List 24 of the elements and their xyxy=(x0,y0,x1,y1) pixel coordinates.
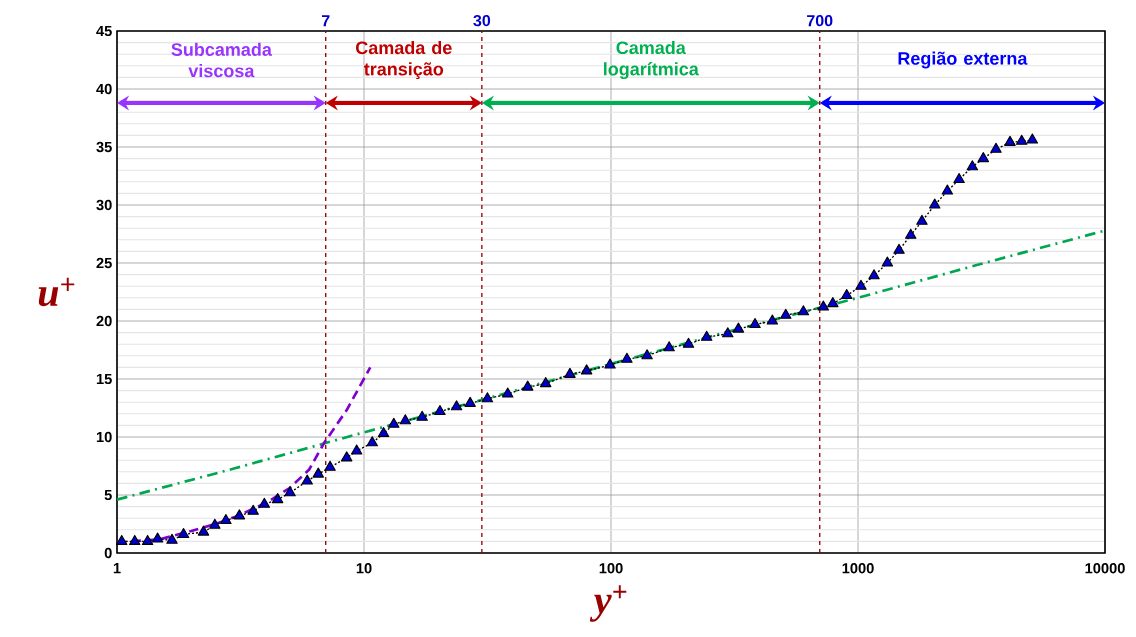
annotation: Camada logarítmica xyxy=(604,40,699,80)
y-tick-label: 45 xyxy=(96,25,112,37)
y-tick-label: 10 xyxy=(96,431,112,443)
x-tick-label: 100 xyxy=(599,563,623,574)
y-tick-label: 35 xyxy=(96,141,112,153)
y-tick-label: 15 xyxy=(96,373,112,385)
y-axis-title: u$^{+}$ xyxy=(38,277,75,307)
y-tick-label: 0 xyxy=(104,547,112,559)
x-tick-label: 1 xyxy=(113,563,121,574)
ref-line-label: 700 xyxy=(807,14,833,27)
annotation: Região externa xyxy=(898,51,1028,69)
x-tick-label: 10000 xyxy=(1085,563,1125,574)
y-tick-label: 25 xyxy=(96,257,112,269)
y-tick-label: 40 xyxy=(96,83,112,95)
annotation: Camada de transição xyxy=(356,40,452,80)
y-tick-label: 20 xyxy=(96,315,112,327)
annotation: Subcamada viscosa xyxy=(171,42,272,78)
ref-line-label: 7 xyxy=(321,15,330,27)
ref-line-label: 30 xyxy=(473,14,491,27)
y-tick-label: 5 xyxy=(104,489,112,501)
y-tick-label: 30 xyxy=(96,199,112,211)
x-tick-label: 10 xyxy=(356,563,372,574)
x-tick-label: 1000 xyxy=(842,563,874,574)
x-axis-title: y$^{+}$ xyxy=(589,585,627,622)
